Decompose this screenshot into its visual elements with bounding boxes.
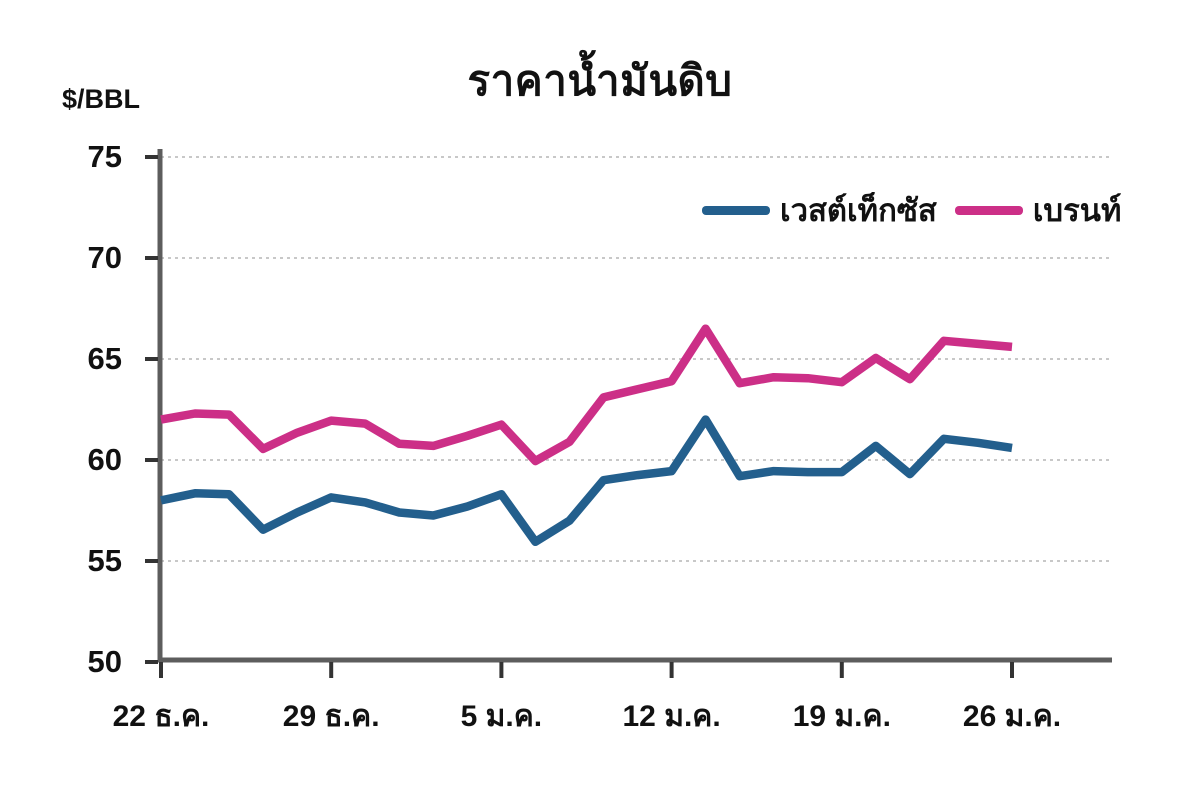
x-tick-label: 26 ม.ค. [962, 700, 1062, 733]
series-line-1 [160, 324, 1013, 466]
y-tick-label: 65 [87, 341, 122, 376]
legend-item-west-texas: เวสต์เท็กซัส [702, 185, 937, 235]
y-tick-label: 60 [87, 442, 122, 477]
legend-label-west-texas: เวสต์เท็กซัส [780, 193, 937, 228]
y-tick-label: 55 [87, 543, 122, 578]
x-tick-label: 12 ม.ค. [622, 700, 721, 733]
legend-label-brent: เบรนท์ [1032, 193, 1122, 228]
series-line-0 [160, 415, 1013, 547]
y-tick-label: 70 [87, 240, 122, 275]
legend-item-brent: เบรนท์ [954, 185, 1122, 235]
x-tick-label: 22 ธ.ค. [112, 700, 210, 733]
y-tick-label: 75 [87, 139, 122, 174]
x-tick-label: 19 ม.ค. [792, 700, 891, 733]
west-texas-line-swatch [702, 205, 770, 215]
x-tick-label: 5 ม.ค. [460, 700, 543, 733]
brent-line-swatch [954, 205, 1023, 215]
chart-title: ราคาน้ำมันดิบ [467, 57, 733, 104]
x-tick-label: 29 ธ.ค. [282, 700, 380, 733]
y-axis-unit-label: $/BBL [62, 84, 141, 114]
y-tick-label: 50 [87, 644, 122, 679]
legend: เวสต์เท็กซัส เบรนท์ [702, 190, 1121, 230]
